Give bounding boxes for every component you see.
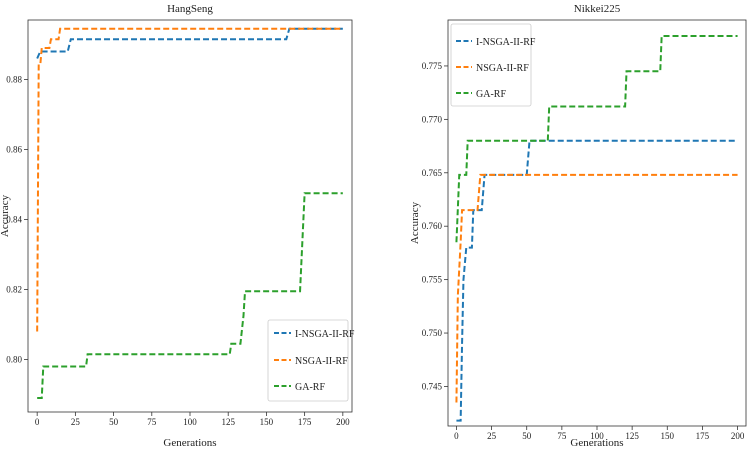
series-line-i-nsga-ii-rf [36, 27, 343, 59]
y-tick-label: 0.775 [422, 61, 443, 71]
x-tick-label: 175 [696, 431, 710, 441]
x-axis-title: Generations [163, 437, 216, 449]
y-tick-label: 0.770 [422, 114, 443, 124]
legend-label: NSGA-II-RF [476, 63, 529, 74]
y-tick-label: 0.84 [6, 215, 22, 225]
series-line-ga-rf [37, 192, 343, 399]
legend-label: NSGA-II-RF [295, 356, 348, 367]
x-tick-label: 100 [590, 431, 604, 441]
x-tick-label: 150 [260, 417, 274, 427]
x-tick-label: 150 [661, 431, 675, 441]
x-ticks: 0 25 50 75 100 125 150 175 200 [454, 426, 745, 441]
x-tick-label: 25 [71, 417, 81, 427]
x-tick-label: 0 [454, 431, 459, 441]
legend-label: I-NSGA-II-RF [476, 37, 536, 48]
x-ticks: 0 25 50 75 100 125 150 175 200 [35, 412, 350, 427]
y-axis-title: Accuracy [0, 194, 11, 237]
x-tick-label: 200 [731, 431, 745, 441]
chart-hangseng: HangSeng 0.80 0.82 0.84 0.86 0.88 0 25 50 75 100… [0, 3, 355, 449]
y-tick-label: 0.88 [6, 75, 22, 85]
legend: I-NSGA-II-RF NSGA-II-RF GA-RF [267, 319, 355, 402]
x-tick-label: 125 [625, 431, 639, 441]
y-ticks: 0.745 0.750 0.755 0.760 0.765 0.770 0.775 [422, 61, 448, 391]
y-ticks: 0.80 0.82 0.84 0.86 0.88 [6, 75, 28, 365]
y-tick-label: 0.745 [422, 381, 443, 391]
chart-title: HangSeng [167, 3, 213, 15]
x-tick-label: 200 [336, 417, 350, 427]
x-tick-label: 175 [298, 417, 312, 427]
legend-label: GA-RF [295, 382, 325, 393]
x-tick-label: 50 [522, 431, 532, 441]
legend: I-NSGA-II-RF NSGA-II-RF GA-RF [450, 23, 536, 107]
y-tick-label: 0.755 [422, 275, 443, 285]
series-line-nsga-ii-rf [36, 27, 343, 332]
chart-title: Nikkei225 [574, 3, 621, 15]
x-tick-label: 125 [221, 417, 235, 427]
legend-label: GA-RF [476, 89, 506, 100]
x-tick-label: 75 [147, 417, 157, 427]
legend-label: I-NSGA-II-RF [295, 329, 355, 340]
x-axis-title: Generations [570, 437, 623, 449]
x-tick-label: 50 [109, 417, 119, 427]
y-tick-label: 0.750 [422, 328, 443, 338]
legend-box [450, 23, 532, 107]
y-tick-label: 0.80 [6, 355, 22, 365]
x-tick-label: 25 [487, 431, 497, 441]
series-line-i-nsga-ii-rf [456, 139, 738, 422]
y-tick-label: 0.86 [6, 145, 22, 155]
series-line-nsga-ii-rf [455, 173, 738, 403]
x-tick-label: 0 [35, 417, 40, 427]
chart-nikkei225: Nikkei225 0.745 0.750 0.755 0.760 0.765 0.770… [409, 3, 747, 449]
y-tick-label: 0.760 [422, 221, 443, 231]
y-tick-label: 0.765 [422, 168, 443, 178]
x-tick-label: 75 [557, 431, 567, 441]
x-tick-label: 100 [183, 417, 197, 427]
series-line-ga-rf [455, 35, 738, 243]
y-axis-title: Accuracy [409, 201, 421, 244]
series-lines [36, 27, 343, 399]
series-lines [455, 35, 738, 422]
y-tick-label: 0.82 [6, 285, 22, 295]
legend-box [267, 319, 349, 402]
